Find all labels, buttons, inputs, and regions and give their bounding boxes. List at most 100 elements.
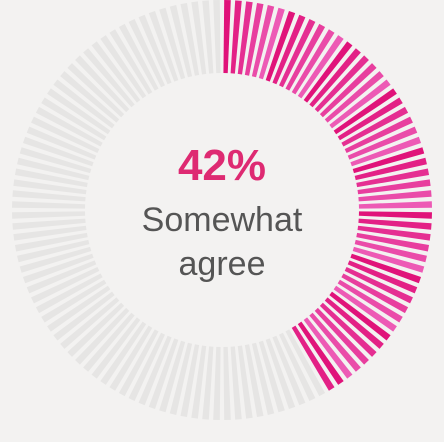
gauge-tick-remaining [67,302,125,357]
gauge-tick-filled [357,225,431,241]
gauge-tick-filled [324,71,384,123]
gauge-tick-remaining [67,63,125,118]
gauge-tick-filled [251,5,275,78]
gauge-tick-remaining [26,126,97,160]
gauge-tick-filled [344,267,413,304]
gauge-tick-filled [237,1,253,75]
gauge-tick-filled [319,302,377,357]
gauge-tick-remaining [128,332,165,401]
gauge-tick-remaining [118,329,159,397]
gauge-tick-remaining [100,321,147,385]
gauge-tick-remaining [191,345,207,419]
gauge-tick-filled [333,88,397,135]
gauge-tick-remaining [169,342,193,415]
gauge-tick-filled [347,126,418,160]
gauge-tick-remaining [213,0,221,74]
gauge-tick-remaining [213,346,221,420]
gauge-tick-filled [230,0,242,74]
gauge-tick-remaining [26,260,97,294]
gauge-tick-remaining [279,332,316,401]
gauge-tick-remaining [251,342,275,415]
gauge-tick-remaining [202,0,214,74]
gauge-tick-filled [309,312,361,372]
gauge-tick-filled [341,106,409,147]
gauge-tick-remaining [159,7,186,80]
gauge-tick-filled [319,63,377,118]
gauge-tick-filled [291,325,335,391]
gauge-tick-remaining [31,267,100,304]
gauge-tick-remaining [19,246,92,273]
gauge-tick-remaining [35,273,103,314]
gauge-tick-remaining [230,346,242,420]
gauge-tick-remaining [83,312,135,372]
gauge-tick-remaining [60,297,120,349]
gauge-tick-filled [358,201,432,209]
gauge-tick-remaining [100,35,147,99]
gauge-tick-filled [347,260,418,294]
gauge-tick-filled [244,2,264,76]
gauge-tick-filled [356,232,430,252]
gauge-tick-remaining [109,29,153,95]
gauge-tick-remaining [169,5,193,78]
gauge-tick-remaining [53,79,115,129]
gauge-tick-filled [358,218,432,230]
gauge-tick-remaining [17,239,90,263]
gauge-tick-remaining [14,168,88,188]
gauge-tick-remaining [148,10,179,82]
gauge-tick-filled [272,14,306,85]
gauge-tick-filled [337,279,403,323]
gauge-tick-remaining [285,329,326,397]
gauge-tick-filled [352,246,425,273]
gauge-tick-remaining [180,344,200,418]
gauge-tick-filled [350,136,422,167]
gauge-tick-remaining [12,201,86,209]
gauge-tick-filled [356,168,430,188]
gauge-tick-remaining [75,307,130,365]
gauge-tick-remaining [237,345,253,419]
gauge-tick-remaining [22,253,94,284]
gauge-tick-remaining [13,225,87,241]
gauge-tick-filled [337,97,403,141]
category-label-line-1: Somewhat [141,201,303,239]
gauge-tick-remaining [83,48,135,108]
gauge-tick-filled [358,190,432,202]
gauge-tick-remaining [258,340,285,413]
gauge-tick-filled [303,41,353,103]
gauge-tick-remaining [19,147,92,174]
gauge-tick-filled [297,35,344,99]
gauge-tick-remaining [91,41,141,103]
gauge-tick-remaining [12,218,86,230]
gauge-tick-filled [344,116,413,153]
gauge-tick-filled [265,10,296,82]
gauge-tick-remaining [91,317,141,379]
gauge-tick-remaining [265,338,296,410]
gauge-tick-remaining [148,338,179,410]
gauge-tick-remaining [128,19,165,88]
gauge-tick-remaining [138,14,172,85]
gauge-tick-filled [350,253,422,284]
gauge-tick-filled [309,48,361,108]
gauge-tick-filled [333,285,397,332]
gauge-tick-filled [329,79,391,129]
gauge-tick-filled [314,55,369,113]
gauge-tick-filled [258,7,285,80]
gauge-tick-remaining [22,136,94,167]
gauge-tick-remaining [223,346,231,420]
gauge-tick-remaining [138,335,172,406]
gauge-tick-filled [279,19,316,88]
gauge-tick-remaining [202,346,214,420]
value-label: 42% [177,141,267,190]
gauge-tick-remaining [12,190,86,202]
gauge-tick-filled [303,317,353,379]
gauge-tick-remaining [17,157,90,181]
gauge-tick-remaining [31,116,100,153]
gauge-tick-filled [285,23,326,91]
gauge-tick-remaining [60,71,120,123]
gauge-tick-filled [291,29,335,95]
gauge-tick-filled [354,239,427,263]
gauge-tick-filled [324,297,384,349]
gauge-tick-remaining [41,97,107,141]
gauge-tick-filled [354,157,427,181]
gauge-tick-remaining [14,232,88,252]
gauge-tick-filled [297,321,344,385]
